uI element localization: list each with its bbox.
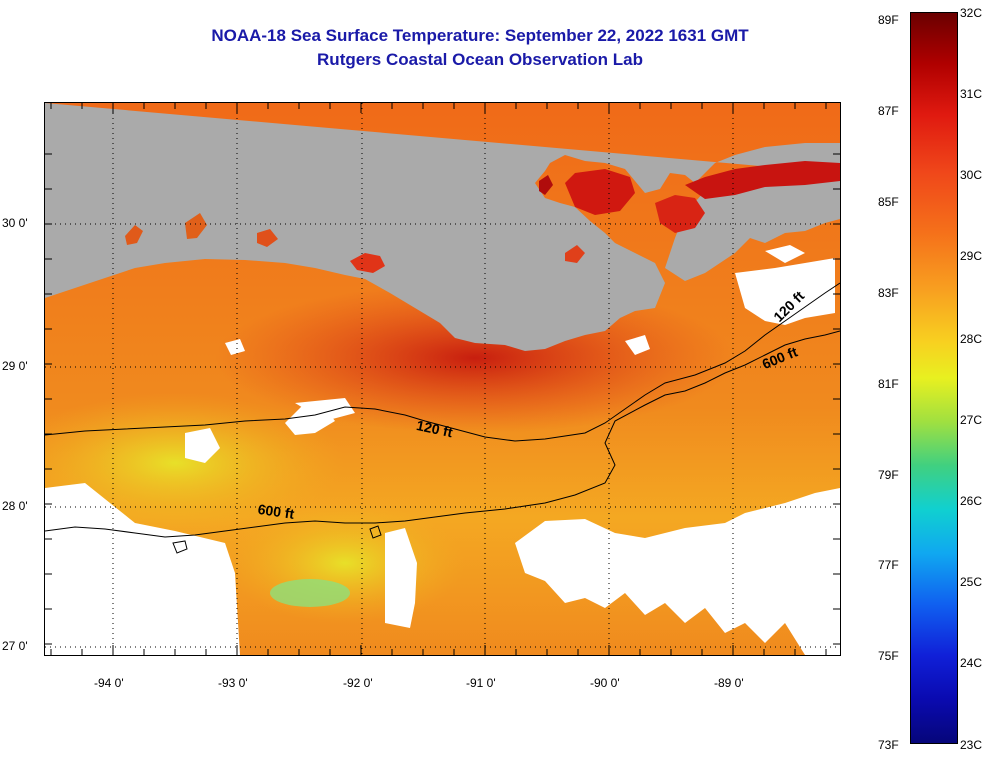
land-mass: [45, 103, 840, 351]
contour-600ft: [45, 330, 840, 538]
colorbar-label-25c: 25C: [960, 575, 983, 589]
lake-warm-3: [185, 213, 207, 239]
map-title: NOAA-18 Sea Surface Temperature: Septemb…: [211, 26, 749, 45]
island-warm: [539, 175, 553, 195]
colorbar-label-23c: 23C: [960, 738, 983, 752]
colorbar-label-75f: 75F: [878, 649, 899, 663]
lon-label-93: -93 0': [218, 676, 248, 690]
colorbar-label-83f: 83F: [878, 286, 899, 300]
lon-label-92: -92 0': [343, 676, 373, 690]
lake-warm-5: [565, 245, 585, 263]
bayou-warm-water-north: [685, 161, 840, 199]
sst-map-canvas: 120 ft 120 ft 600 ft 600 ft: [45, 103, 840, 655]
contour-120ft: [45, 282, 840, 442]
lat-label-28: 28 0': [2, 499, 28, 513]
lon-label-89: -89 0': [714, 676, 744, 690]
colorbar-label-29c: 29C: [960, 249, 983, 263]
contour-label-120ft-mid: 120 ft: [415, 417, 454, 440]
colorbar-label-73f: 73F: [878, 738, 899, 752]
bayou-warm-water: [565, 169, 635, 215]
coolest-patch: [270, 579, 350, 607]
lake-warm-2: [125, 225, 143, 245]
colorbar-label-28c: 28C: [960, 332, 983, 346]
sst-map: 120 ft 120 ft 600 ft 600 ft: [44, 102, 841, 656]
cooler-western-shelf: [45, 393, 345, 533]
colorbar-label-81f: 81F: [878, 377, 899, 391]
lat-label-29: 29 0': [2, 359, 28, 373]
contour-600ft-eddy-2: [369, 525, 382, 539]
colorbar-label-24c: 24C: [960, 656, 983, 670]
lake-warm-4: [257, 229, 278, 247]
colorbar-label-87f: 87F: [878, 104, 899, 118]
colorbar-label-89f: 89F: [878, 13, 899, 27]
cloud-mask: [45, 245, 840, 655]
colorbar-label-27c: 27C: [960, 413, 983, 427]
contour-label-600ft-west: 600 ft: [257, 501, 296, 522]
bayou-warm-water-east: [655, 195, 705, 233]
graticule: [45, 103, 840, 655]
colorbar-label-30c: 30C: [960, 168, 983, 182]
lat-label-27: 27 0': [2, 639, 28, 653]
lon-label-94: -94 0': [94, 676, 124, 690]
frame-ticks: [45, 103, 840, 655]
colorbar-label-32c: 32C: [960, 6, 983, 20]
colorbar-label-79f: 79F: [878, 468, 899, 482]
colorbar-label-85f: 85F: [878, 195, 899, 209]
lake-warm: [350, 253, 385, 273]
lon-label-90: -90 0': [590, 676, 620, 690]
temperature-colorbar: [910, 12, 958, 744]
contour-600ft-eddy: [172, 540, 188, 554]
colorbar-label-31c: 31C: [960, 87, 983, 101]
map-subtitle: Rutgers Coastal Ocean Observation Lab: [317, 50, 643, 69]
lon-label-91: -91 0': [466, 676, 496, 690]
colorbar-label-77f: 77F: [878, 558, 899, 572]
colorbar-label-26c: 26C: [960, 494, 983, 508]
lat-label-30: 30 0': [2, 216, 28, 230]
